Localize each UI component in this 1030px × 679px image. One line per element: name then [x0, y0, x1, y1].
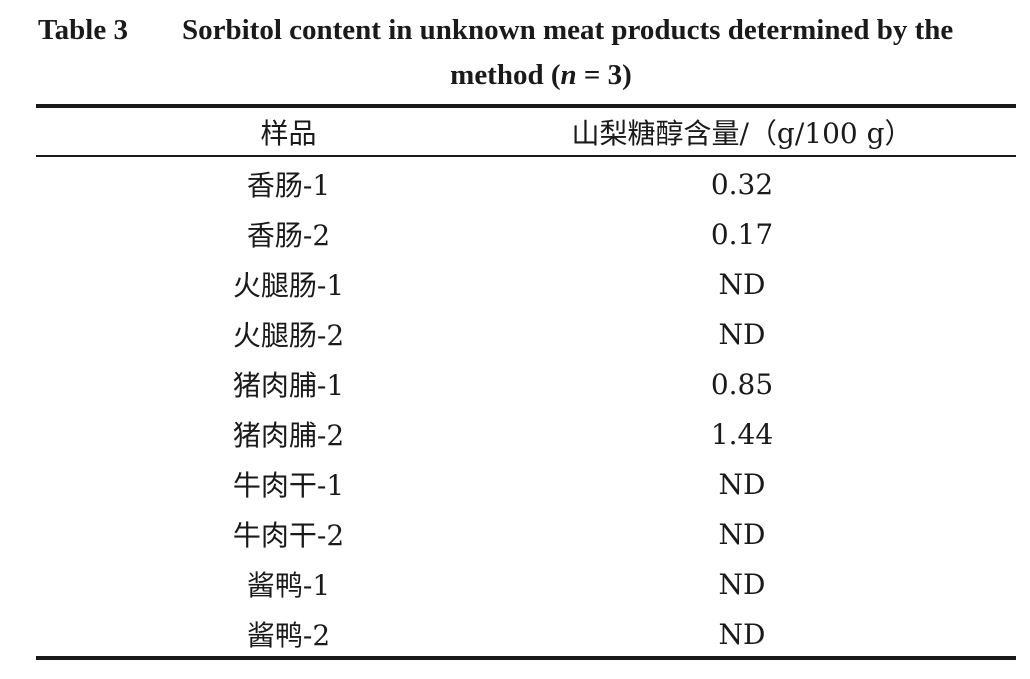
table-row: 牛肉干-2 ND [36, 509, 1016, 559]
cell-sorbitol-value: ND [718, 317, 766, 351]
table-number: Table 3 [38, 14, 128, 46]
table-header-row: 样品 山梨糖醇含量/（g/100 g） [36, 108, 1016, 155]
table-row: 火腿肠-2 ND [36, 309, 1016, 359]
caption-line2-suffix: = 3) [576, 59, 632, 91]
cell-sample: 牛肉干-1 [232, 469, 345, 502]
cell-sorbitol-value: ND [718, 567, 766, 601]
cell-sample: 香肠-1 [246, 169, 331, 202]
cell-sample: 牛肉干-2 [232, 519, 345, 552]
cell-sorbitol-value: ND [718, 617, 766, 651]
cell-sorbitol-value: 0.17 [710, 217, 774, 251]
cell-sorbitol-value: ND [718, 517, 766, 551]
cell-sample: 猪肉脯-2 [232, 419, 345, 452]
table-row: 酱鸭-1 ND [36, 559, 1016, 609]
table-header-rule [36, 155, 1016, 157]
table-row: 猪肉脯-2 1.44 [36, 409, 1016, 459]
cell-sorbitol-value: 0.32 [710, 167, 774, 201]
cell-sample: 香肠-2 [246, 219, 331, 252]
table-caption: Table 3 Sorbitol content in unknown meat… [38, 14, 1016, 91]
caption-title: Sorbitol content in unknown meat product… [182, 14, 954, 46]
cell-sample: 火腿肠-2 [232, 319, 345, 352]
header-sorbitol-content: 山梨糖醇含量/（g/100 g） [571, 116, 913, 150]
caption-line-1: Table 3 Sorbitol content in unknown meat… [38, 14, 1016, 46]
cell-sorbitol-value: ND [718, 267, 766, 301]
caption-n-symbol: n [560, 59, 577, 91]
header-sample: 样品 [260, 116, 317, 150]
cell-sample: 猪肉脯-1 [232, 369, 345, 402]
cell-sample: 酱鸭-1 [246, 569, 331, 602]
cell-sample: 酱鸭-2 [246, 619, 331, 652]
cell-sample: 火腿肠-1 [232, 269, 345, 302]
table-row: 火腿肠-1 ND [36, 259, 1016, 309]
caption-line-2: method (n = 3) [38, 59, 1016, 91]
table-row: 香肠-2 0.17 [36, 209, 1016, 259]
cell-sorbitol-value: 1.44 [710, 417, 774, 451]
table-row: 牛肉干-1 ND [36, 459, 1016, 509]
table-row: 猪肉脯-1 0.85 [36, 359, 1016, 409]
caption-line2-prefix: method ( [450, 59, 561, 91]
cell-sorbitol-value: ND [718, 467, 766, 501]
table-row: 香肠-1 0.32 [36, 159, 1016, 209]
cell-sorbitol-value: 0.85 [710, 367, 774, 401]
table-top-rule [36, 104, 1016, 108]
table-bottom-rule [36, 656, 1016, 660]
table-row: 酱鸭-2 ND [36, 609, 1016, 659]
